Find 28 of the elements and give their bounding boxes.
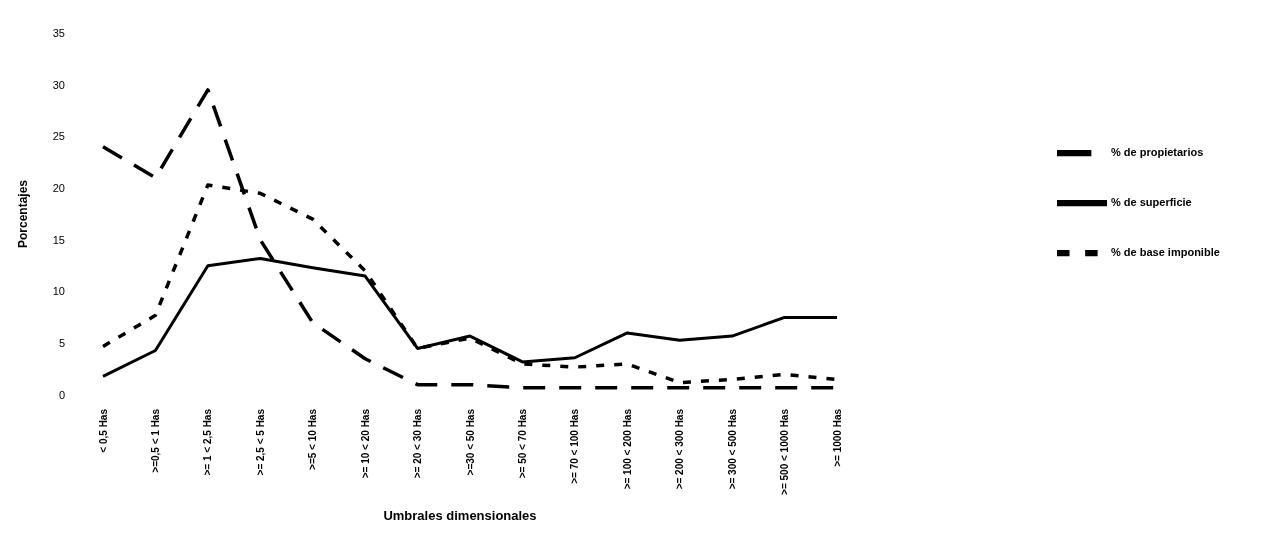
legend-label: % de base imponible: [1111, 245, 1220, 258]
x-tick-label: >= 70 < 100 Has: [569, 408, 581, 484]
x-tick-label: >= 100 < 200 Has: [621, 408, 633, 490]
x-tick-label: >= 10 < 20 Has: [359, 408, 371, 479]
y-tick-label: 35: [52, 26, 65, 39]
x-tick-label: >= 300 < 500 Has: [726, 408, 738, 490]
x-axis-title: Umbrales dimensionales: [383, 508, 537, 523]
x-tick-label: >=0,5 < 1 Has: [149, 408, 161, 473]
y-tick-label: 25: [52, 130, 65, 143]
y-tick-label: 10: [52, 285, 65, 298]
x-tick-label: >= 1 < 2,5 Has: [202, 408, 214, 476]
x-tick-label: >= 200 < 300 Has: [674, 408, 686, 490]
y-tick-label: 0: [58, 388, 65, 401]
x-tick-label: >= 500 < 1000 Has: [779, 408, 791, 495]
x-tick-label: < 0,5 Has: [97, 408, 109, 453]
y-tick-label: 15: [52, 233, 65, 246]
legend-label: % de propietarios: [1111, 145, 1204, 158]
y-tick-label: 20: [52, 182, 65, 195]
x-tick-label: >=5 < 10 Has: [307, 408, 319, 470]
y-axis-title: Porcentajes: [16, 179, 31, 249]
x-tick-label: >= 2,5 < 5 Has: [254, 408, 266, 476]
x-tick-label: >= 20 < 30 Has: [412, 408, 424, 479]
x-tick-label: >= 1000 Has: [831, 408, 843, 467]
legend-label: % de superficie: [1111, 195, 1192, 208]
y-tick-label: 5: [58, 337, 65, 350]
x-tick-label: >=30 < 50 Has: [464, 408, 476, 476]
y-tick-label: 30: [52, 78, 65, 91]
x-tick-label: >= 50 < 70 Has: [516, 408, 528, 479]
